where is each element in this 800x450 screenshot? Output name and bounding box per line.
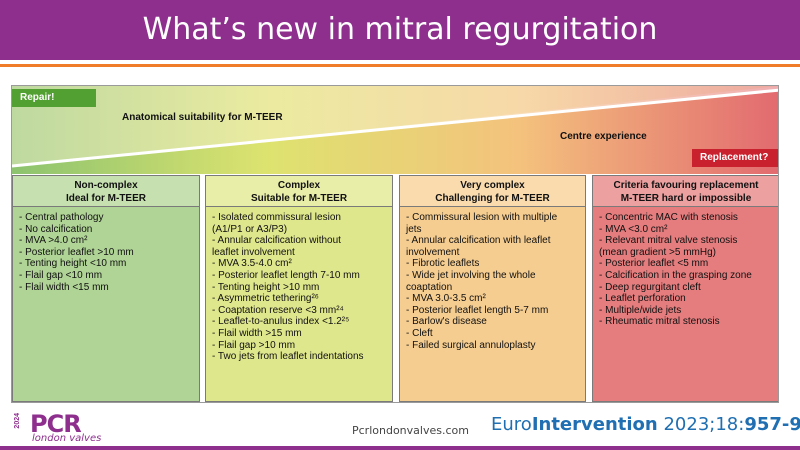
column-header: Complex Suitable for M-TEER [206, 176, 392, 207]
criteria-item: - Central pathology [19, 212, 104, 223]
citation-pages: 957-976 [744, 414, 800, 435]
criteria-item: - MVA 3.5-4.0 cm² [212, 258, 292, 270]
column-title: Non-complex [74, 180, 138, 191]
criteria-item: - Cleft [406, 327, 433, 339]
criteria-item: - Relevant mitral valve stenosis [599, 235, 738, 247]
gradient-diagonal [12, 88, 778, 168]
criteria-item: - Barlow's disease [406, 316, 487, 328]
criteria-item: - Posterior leaflet >10 mm [19, 246, 134, 258]
criteria-item: - Tenting height <10 mm [19, 258, 127, 270]
criteria-item: - Annular calcification with leaflet [406, 235, 551, 247]
year-label: 2024 [14, 413, 21, 429]
criteria-item: - Flail width <15 mm [19, 281, 109, 293]
criteria-item: - MVA 3.0-3.5 cm² [406, 293, 486, 305]
criteria-item: leaflet involvement [212, 246, 295, 258]
criteria-item: - Leaflet perforation [599, 293, 686, 305]
criteria-item: - Posterior leaflet length 5-7 mm [406, 304, 549, 316]
criteria-item: - Asymmetric tethering²⁶ [212, 293, 319, 305]
citation-prefix: Euro [491, 414, 532, 435]
criteria-item: jets [406, 223, 422, 235]
slide-header: What’s new in mitral regurgitation [0, 0, 800, 60]
pcr-logo-subtitle: london valves [32, 433, 102, 444]
criteria-item: - Isolated commissural lesion [212, 212, 341, 223]
criteria-item: - Flail gap <10 mm [19, 269, 103, 281]
criteria-item: - Rheumatic mitral stenosis [599, 316, 720, 328]
column-subtitle: Suitable for M-TEER [250, 193, 348, 204]
replacement-badge: Replacement? [692, 149, 778, 167]
column-non-complex: Non-complex Ideal for M-TEER - Central p… [12, 175, 200, 402]
criteria-item: - Annular calcification without [212, 235, 341, 247]
criteria-item: coaptation [406, 281, 453, 293]
anatomical-suitability-label: Anatomical suitability for M-TEER [122, 112, 283, 123]
criteria-item: - Posterior leaflet length 7-10 mm [212, 269, 360, 281]
criteria-item: - No calcification [19, 223, 93, 235]
criteria-item: - Multiple/wide jets [599, 304, 682, 316]
repair-badge: Repair! [12, 89, 96, 107]
criteria-item: - Fibrotic leaflets [406, 258, 480, 270]
criteria-item: - MVA <3.0 cm² [599, 223, 668, 235]
criteria-item: - Commissural lesion with multiple [406, 212, 558, 223]
column-title: Complex [277, 180, 321, 191]
criteria-item: - Flail gap >10 mm [212, 339, 296, 351]
criteria-item: - Failed surgical annuloplasty [406, 339, 536, 351]
column-replacement: Criteria favouring replacement M-TEER ha… [592, 175, 778, 402]
citation-volume: 2023;18: [657, 414, 745, 435]
column-subtitle: M-TEER hard or impossible [620, 193, 752, 204]
citation-journal: Intervention [531, 414, 658, 435]
column-header: Criteria favouring replacement M-TEER ha… [593, 176, 778, 207]
column-title: Criteria favouring replacement [613, 180, 759, 191]
slide-title: What’s new in mitral regurgitation [142, 12, 658, 47]
criteria-item: (mean gradient >5 mmHg) [599, 246, 716, 258]
pcr-logo: PCR [30, 410, 82, 438]
column-subtitle: Ideal for M-TEER [65, 193, 146, 204]
gradient-lower-wedge [12, 90, 778, 174]
criteria-item: - Calcification in the grasping zone [599, 269, 752, 281]
criteria-item: - Posterior leaflet <5 mm [599, 258, 709, 270]
criteria-item: (A1/P1 or A3/P3) [212, 223, 288, 235]
footer-divider [0, 446, 800, 450]
criteria-item: - Two jets from leaflet indentations [212, 351, 364, 363]
header-divider [0, 64, 800, 67]
suitability-gradient [12, 86, 778, 174]
criteria-item: - Coaptation reserve <3 mm²⁴ [212, 304, 344, 316]
criteria-list: - Isolated commissural lesion (A1/P1 or … [212, 212, 388, 363]
criteria-item: involvement [406, 246, 460, 258]
footer-url: Pcrlondonvalves.com [352, 424, 469, 437]
criteria-item: - Flail width >15 mm [212, 327, 302, 339]
journal-citation: EuroIntervention 2023;18:957-976 [491, 414, 800, 435]
criteria-item: - Tenting height >10 mm [212, 281, 320, 293]
column-title: Very complex [460, 180, 525, 191]
column-header: Very complex Challenging for M-TEER [400, 176, 585, 207]
centre-experience-label: Centre experience [560, 131, 647, 142]
criteria-list: - Central pathology - No calcification - M… [19, 212, 195, 293]
criteria-item: - Concentric MAC with stenosis [599, 212, 738, 223]
criteria-item: - MVA >4.0 cm² [19, 235, 88, 247]
mteer-figure: Repair! Anatomical suitability for M-TEE… [11, 85, 779, 403]
column-subtitle: Challenging for M-TEER [435, 193, 550, 204]
criteria-item: - Leaflet-to-anulus index <1.2²⁵ [212, 316, 350, 328]
criteria-item: - Wide jet involving the whole [406, 269, 536, 281]
column-complex: Complex Suitable for M-TEER - Isolated c… [205, 175, 393, 402]
criteria-list: - Concentric MAC with stenosis - MVA <3.0… [599, 212, 775, 328]
criteria-item: - Deep regurgitant cleft [599, 281, 701, 293]
column-very-complex: Very complex Challenging for M-TEER - Co… [399, 175, 586, 402]
column-header: Non-complex Ideal for M-TEER [13, 176, 199, 207]
criteria-list: - Commissural lesion with multiple jets -… [406, 212, 581, 351]
